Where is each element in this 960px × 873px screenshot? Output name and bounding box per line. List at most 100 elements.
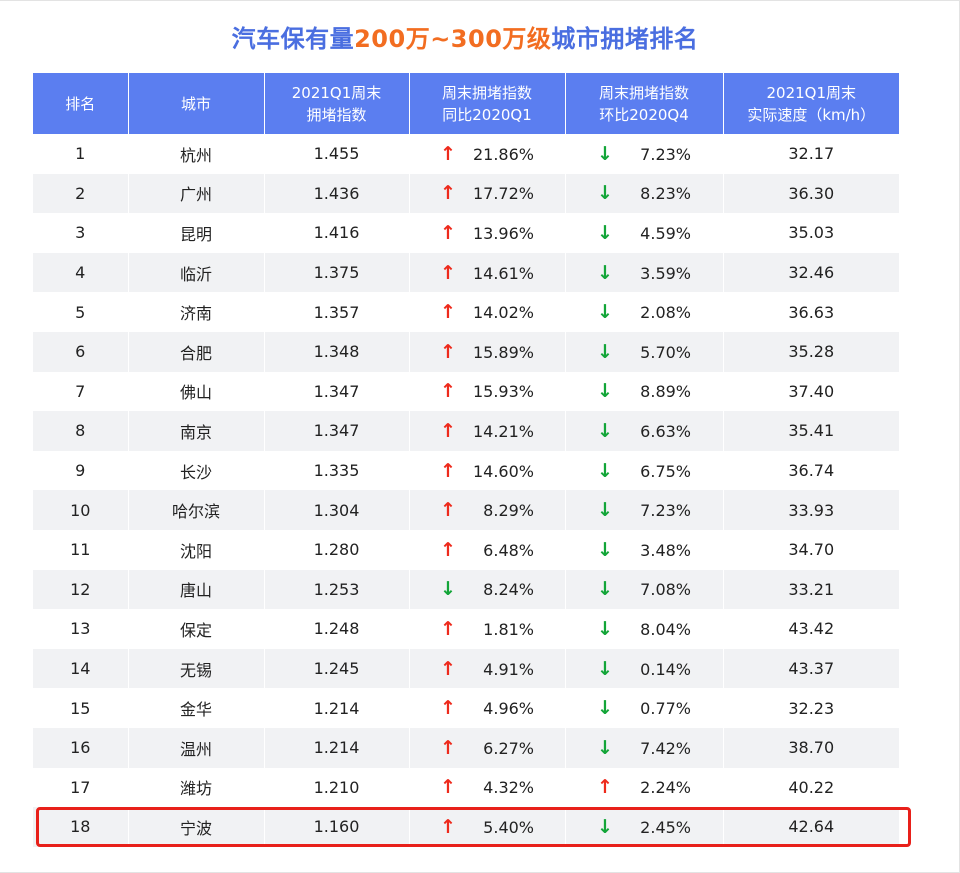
city-cell: 南京 (128, 411, 265, 451)
arrow-down-icon: ↓ (597, 617, 613, 640)
qoq-change-cell: ↓ 7.23% (565, 490, 724, 530)
rank-cell: 11 (33, 529, 129, 570)
header-label-line1: 2021Q1周末 (766, 83, 857, 102)
change-value: 8.29% (483, 501, 534, 521)
qoq-change-cell: ↓ 8.89% (565, 371, 724, 412)
rank-cell: 15 (33, 688, 129, 728)
change-value: 6.27% (483, 738, 534, 758)
chart-title: 汽车保有量200万~300万级城市拥堵排名 (0, 22, 930, 56)
arrow-up-icon: ↑ (440, 182, 456, 205)
yoy-change-cell: ↑ 14.02% (409, 292, 566, 332)
congestion-index-cell: 1.280 (264, 529, 410, 570)
arrow-up-icon: ↑ (440, 261, 456, 284)
yoy-change-cell: ↑ 4.96% (409, 688, 566, 728)
table-row: 7 佛山 1.347 ↑ 15.93% ↓ 8.89% 37.40 (33, 371, 899, 412)
arrow-up-icon: ↑ (440, 380, 456, 403)
city-cell: 长沙 (128, 450, 265, 491)
change-value: 7.42% (640, 738, 691, 758)
change-value: 6.48% (483, 540, 534, 560)
actual-speed-cell: 34.70 (723, 529, 899, 570)
change-value: 7.23% (640, 501, 691, 521)
arrow-down-icon: ↓ (597, 380, 613, 403)
arrow-down-icon: ↓ (597, 419, 613, 442)
change-value: 6.63% (640, 421, 691, 441)
arrow-up-icon: ↑ (440, 301, 456, 324)
change-value: 4.32% (483, 778, 534, 798)
yoy-change-cell: ↑ 1.81% (409, 609, 566, 649)
yoy-change-cell: ↑ 4.32% (409, 767, 566, 808)
city-cell: 宁波 (128, 807, 265, 847)
change-value: 8.04% (640, 619, 691, 639)
congestion-index-cell: 1.248 (264, 609, 410, 649)
header-qoq-change: 周末拥堵指数 环比2020Q4 (565, 73, 724, 134)
rank-cell: 17 (33, 767, 129, 808)
change-value: 3.59% (640, 263, 691, 283)
header-label-line1: 周末拥堵指数 (598, 83, 689, 102)
actual-speed-cell: 38.70 (723, 727, 899, 768)
change-value: 15.93% (472, 382, 534, 402)
congestion-index-cell: 1.214 (264, 688, 410, 728)
city-cell: 临沂 (128, 252, 265, 293)
congestion-index-cell: 1.304 (264, 490, 410, 530)
change-value: 4.91% (483, 659, 534, 679)
qoq-change-cell: ↑ 2.24% (565, 767, 724, 808)
city-cell: 金华 (128, 688, 265, 728)
arrow-down-icon: ↓ (597, 459, 613, 482)
yoy-change-cell: ↑ 15.93% (409, 371, 566, 412)
header-actual-speed: 2021Q1周末 实际速度（km/h） (723, 73, 899, 134)
qoq-change-cell: ↓ 5.70% (565, 331, 724, 372)
yoy-change-cell: ↑ 14.21% (409, 411, 566, 451)
arrow-up-icon: ↑ (440, 617, 456, 640)
rank-cell: 1 (33, 134, 129, 174)
rank-cell: 18 (33, 807, 129, 847)
city-cell: 温州 (128, 727, 265, 768)
change-value: 14.60% (472, 461, 534, 481)
change-value: 17.72% (472, 184, 534, 204)
change-value: 8.89% (640, 382, 691, 402)
change-value: 4.59% (640, 223, 691, 243)
table-body: 1 杭州 1.455 ↑ 21.86% ↓ 7.23% 32.17 2 广州 1.436 ↑ 17.72… (33, 134, 899, 847)
qoq-change-cell: ↓ 3.48% (565, 529, 724, 570)
yoy-change-cell: ↑ 13.96% (409, 213, 566, 253)
yoy-change-cell: ↑ 15.89% (409, 331, 566, 372)
qoq-change-cell: ↓ 0.14% (565, 648, 724, 689)
table-row: 2 广州 1.436 ↑ 17.72% ↓ 8.23% 36.30 (33, 173, 899, 214)
rank-cell: 7 (33, 371, 129, 412)
congestion-index-cell: 1.375 (264, 252, 410, 293)
actual-speed-cell: 33.21 (723, 569, 899, 610)
change-value: 2.24% (640, 778, 691, 798)
table-row: 14 无锡 1.245 ↑ 4.91% ↓ 0.14% 43.37 (33, 648, 899, 689)
title-highlight: 200万~300万级 (354, 25, 552, 53)
change-value: 0.14% (640, 659, 691, 679)
header-label-line1: 周末拥堵指数 (441, 83, 532, 102)
table-row: 12 唐山 1.253 ↓ 8.24% ↓ 7.08% 33.21 (33, 569, 899, 610)
header-yoy-change: 周末拥堵指数 同比2020Q1 (409, 73, 566, 134)
arrow-up-icon: ↑ (440, 419, 456, 442)
change-value: 15.89% (472, 342, 534, 362)
arrow-down-icon: ↓ (440, 578, 456, 601)
change-value: 21.86% (472, 144, 534, 164)
city-cell: 济南 (128, 292, 265, 332)
table-header-row: 排名 城市 2021Q1周末 拥堵指数 周末拥堵指数 同比2020Q1 周末拥堵指数 环比20… (33, 73, 899, 134)
arrow-down-icon: ↓ (597, 261, 613, 284)
rank-cell: 6 (33, 331, 129, 372)
arrow-down-icon: ↓ (597, 538, 613, 561)
header-label-line2: 拥堵指数 (306, 105, 367, 124)
yoy-change-cell: ↑ 21.86% (409, 134, 566, 174)
title-part-3: 城市拥堵排名 (551, 25, 699, 53)
qoq-change-cell: ↓ 6.63% (565, 411, 724, 451)
qoq-change-cell: ↓ 2.08% (565, 292, 724, 332)
city-cell: 沈阳 (128, 529, 265, 570)
actual-speed-cell: 40.22 (723, 767, 899, 808)
header-rank: 排名 (33, 73, 129, 134)
header-label-line2: 环比2020Q4 (599, 105, 689, 124)
change-value: 7.08% (640, 580, 691, 600)
city-cell: 广州 (128, 173, 265, 214)
yoy-change-cell: ↑ 17.72% (409, 173, 566, 214)
qoq-change-cell: ↓ 2.45% (565, 807, 724, 847)
header-label-line1: 2021Q1周末 (291, 83, 382, 102)
table-row: 1 杭州 1.455 ↑ 21.86% ↓ 7.23% 32.17 (33, 134, 899, 174)
table-row: 8 南京 1.347 ↑ 14.21% ↓ 6.63% 35.41 (33, 411, 899, 451)
city-cell: 佛山 (128, 371, 265, 412)
change-value: 1.81% (483, 619, 534, 639)
